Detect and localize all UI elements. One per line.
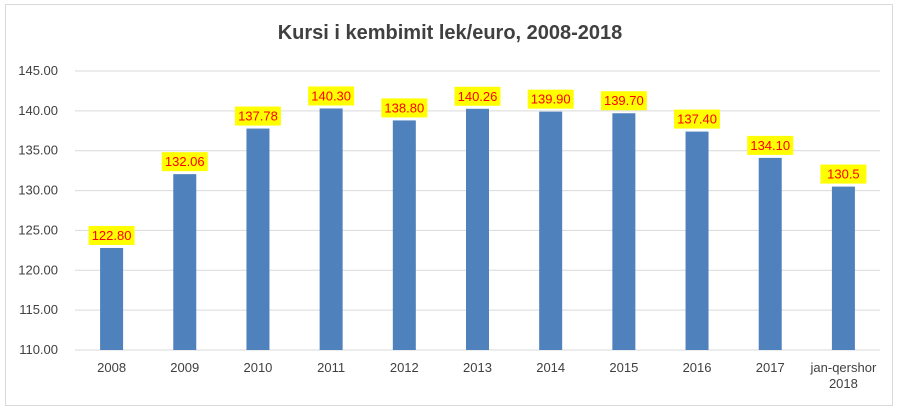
x-tick-label: 2013 [463, 360, 492, 375]
x-tick-label: jan-qershor [810, 360, 877, 375]
y-tick-label: 115.00 [19, 302, 58, 317]
data-label-background [308, 86, 355, 106]
x-tick-label: 2017 [756, 360, 785, 375]
data-label: 134.10 [747, 135, 794, 155]
chart-title: Kursi i kembimit lek/euro, 2008-2018 [277, 22, 623, 44]
y-tick-label: 125.00 [18, 222, 58, 237]
data-label: 138.80 [381, 98, 428, 118]
bar [539, 111, 563, 350]
x-tick-label: 2011 [317, 360, 345, 375]
y-tick-label: 145.00 [18, 63, 58, 78]
data-label: 140.30 [308, 86, 355, 106]
bar [319, 108, 343, 350]
data-label-background [674, 109, 721, 129]
data-label-background [820, 164, 867, 184]
data-label-text: 137.40 [677, 112, 717, 127]
data-label-background [747, 135, 794, 155]
data-label: 132.06 [161, 152, 208, 172]
bar [831, 186, 855, 350]
data-label-background [381, 98, 428, 118]
data-label-text: 130.5 [827, 167, 860, 182]
data-label: 130.5 [820, 164, 867, 184]
x-axis: 2008 2009 2010 2011 2012 2013 2014 2015 2016 2017… [97, 360, 877, 391]
bar [466, 108, 489, 350]
data-label-text: 140.30 [311, 88, 351, 103]
data-label-text: 134.10 [750, 138, 790, 153]
data-label-text: 132.06 [165, 154, 205, 169]
data-label-background [161, 152, 208, 172]
data-label-text: 140.26 [458, 89, 498, 104]
data-label: 137.78 [234, 106, 281, 126]
x-tick-label: 2010 [243, 360, 272, 375]
data-label-text: 122.80 [92, 228, 132, 243]
data-label-text: 137.78 [238, 109, 278, 124]
bar [758, 157, 782, 350]
data-label: 137.40 [674, 109, 721, 129]
x-tick-label: 2016 [683, 360, 712, 375]
x-tick-label: 2009 [170, 360, 199, 375]
x-tick-label: 2008 [97, 360, 126, 375]
x-tick-label: 2012 [390, 360, 419, 375]
data-labels: 122.80 132.06 137.78 140.30 138.80 140.26 139.… [88, 86, 867, 245]
data-label-text: 138.80 [384, 100, 424, 115]
data-label: 122.80 [88, 225, 135, 245]
y-tick-label: 140.00 [18, 103, 58, 118]
data-label-background [234, 106, 281, 126]
data-label-background [88, 225, 135, 245]
bar [100, 247, 124, 350]
bar [173, 174, 197, 350]
y-tick-label: 135.00 [18, 143, 58, 158]
data-label-text: 139.70 [604, 93, 644, 108]
bar [246, 128, 270, 350]
data-label-background [600, 91, 647, 111]
x-tick-label: 2018 [829, 376, 858, 391]
x-tick-label: 2015 [609, 360, 638, 375]
bar [612, 113, 636, 351]
bars [100, 108, 855, 351]
y-tick-label: 120.00 [18, 262, 58, 277]
data-label: 140.26 [454, 86, 501, 106]
data-label: 139.90 [527, 89, 574, 109]
y-tick-label: 110.00 [19, 342, 58, 357]
data-label: 139.70 [600, 91, 647, 111]
y-axis: 110.00 115.00 120.00 125.00 130.00 135.00 140.… [18, 63, 58, 357]
bar [685, 131, 709, 350]
x-tick-label: 2014 [536, 360, 565, 375]
y-tick-label: 130.00 [18, 183, 58, 198]
data-label-background [527, 89, 574, 109]
bar [392, 120, 416, 351]
data-label-background [454, 86, 501, 106]
data-label-text: 139.90 [531, 92, 571, 107]
